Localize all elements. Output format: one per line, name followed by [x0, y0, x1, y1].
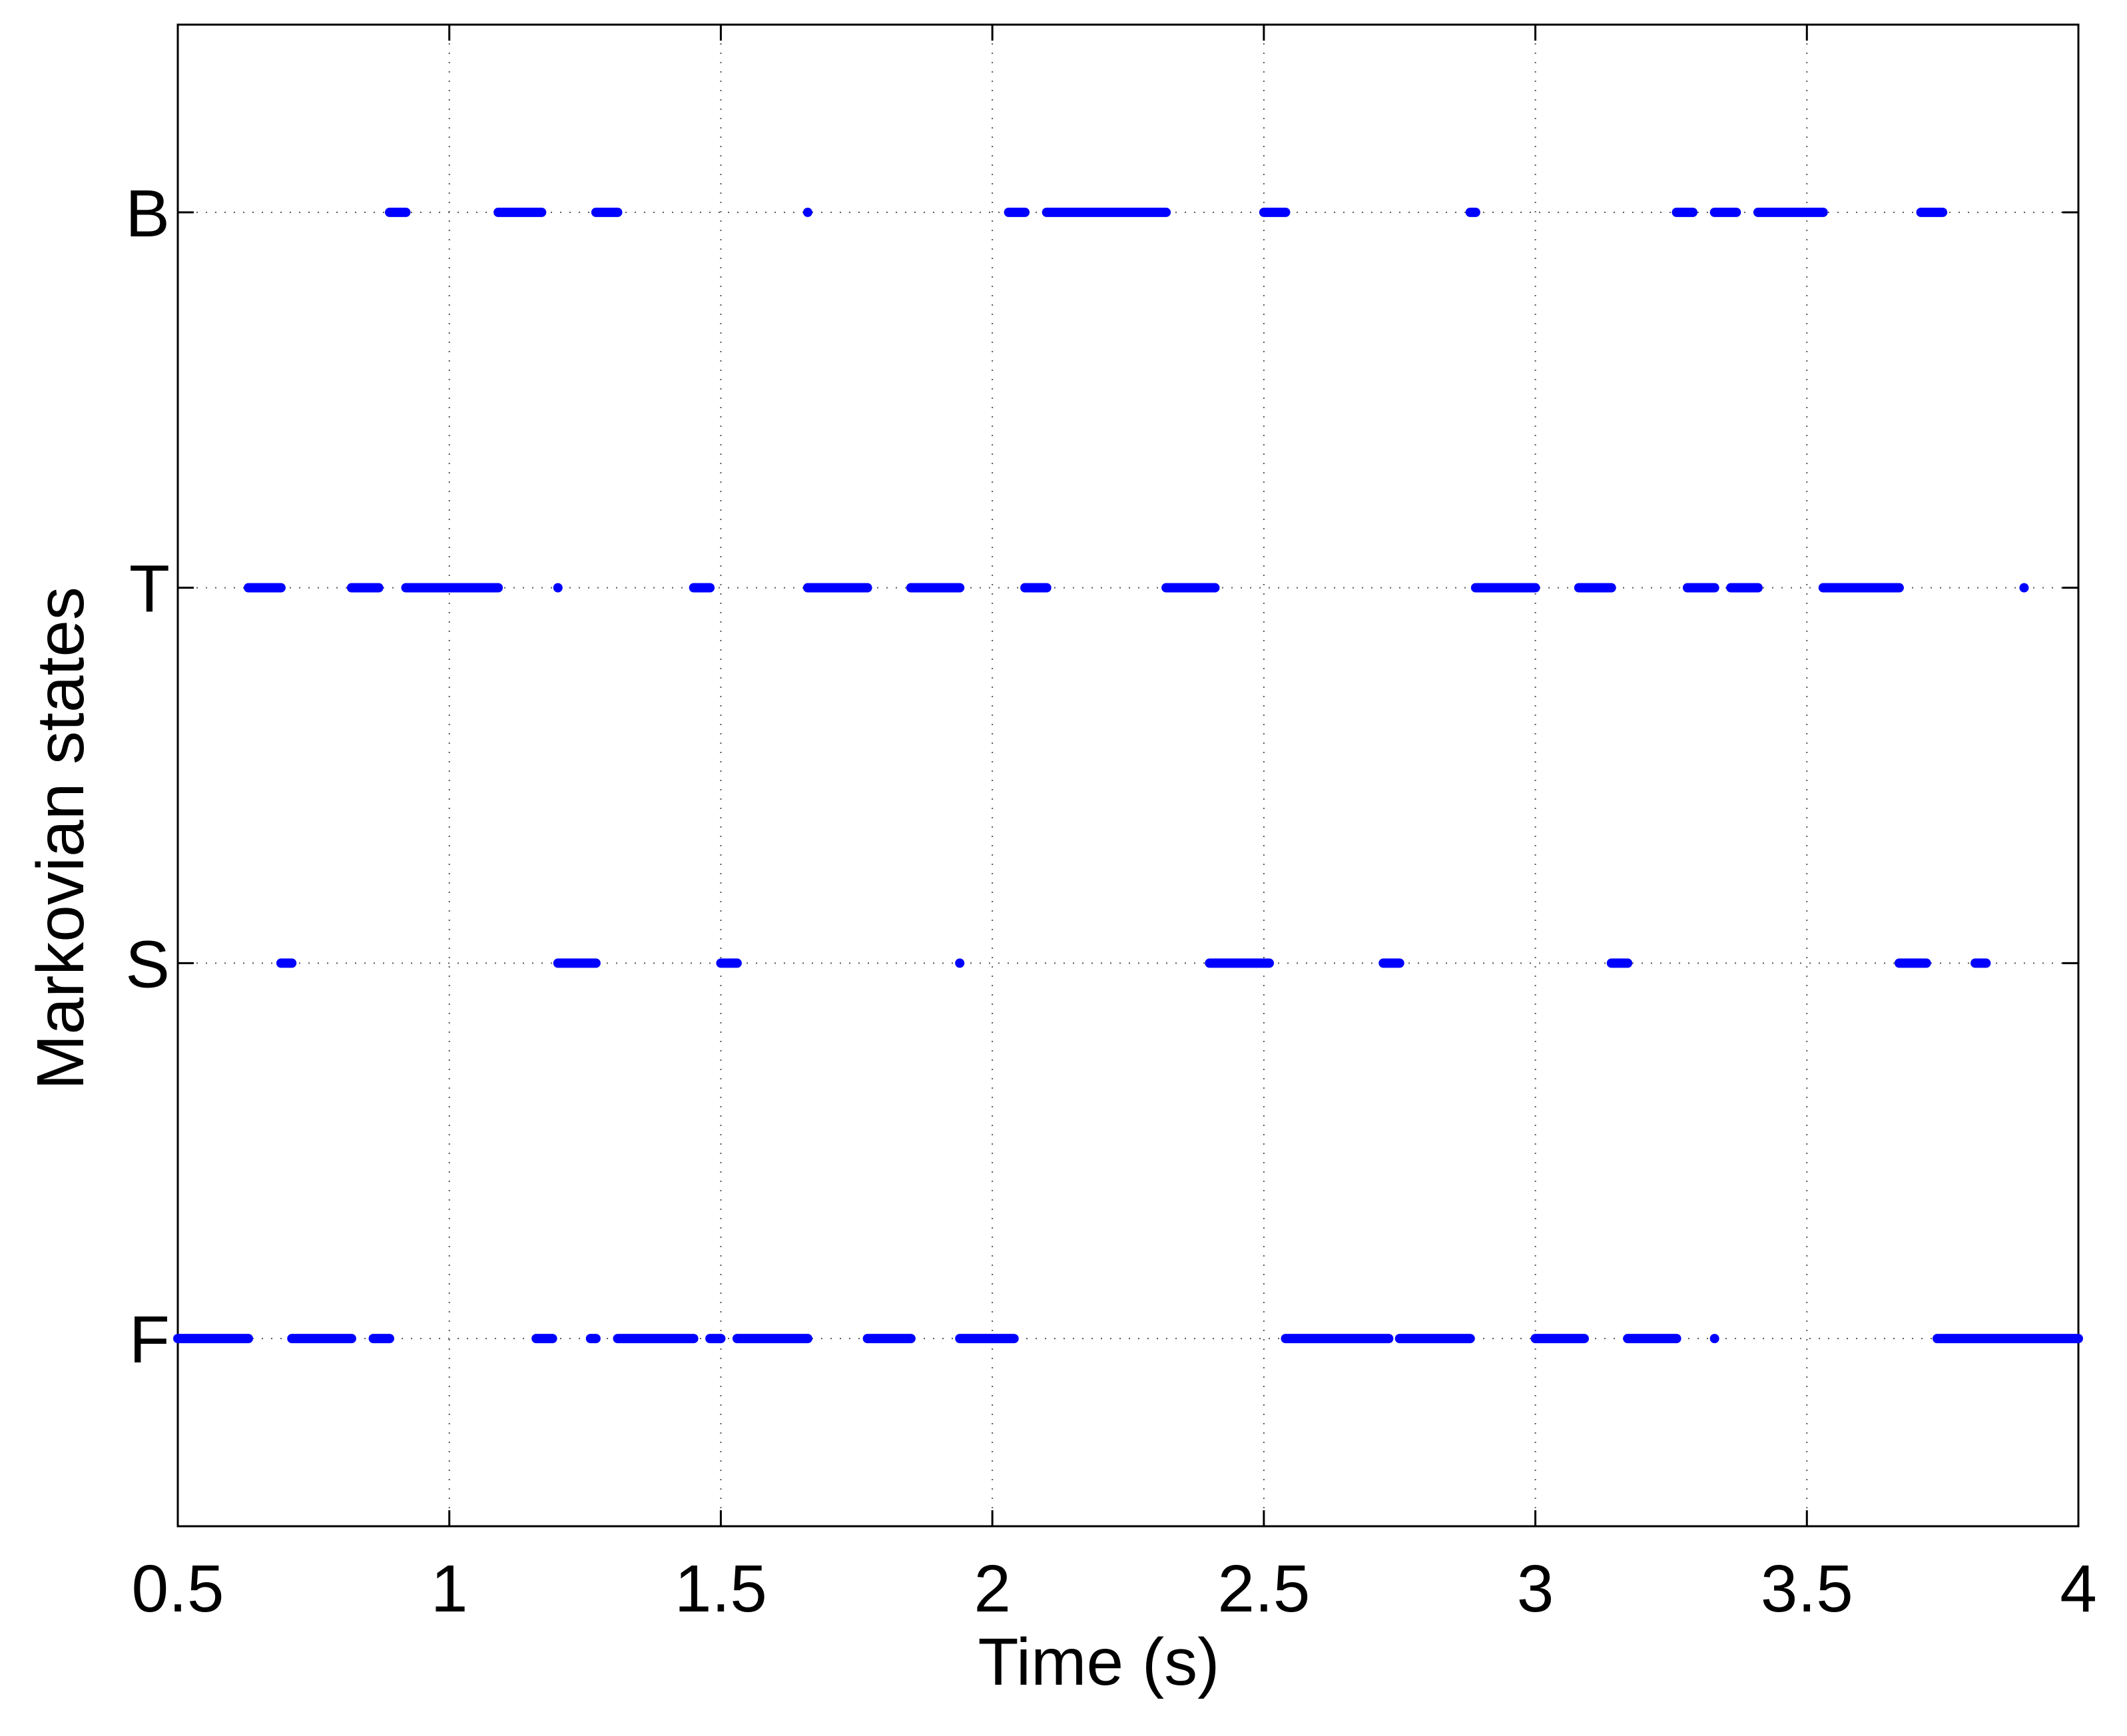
x-tick-label: 2 [974, 1552, 1011, 1626]
y-tick-label: S [125, 927, 170, 1002]
x-tick-label: 1 [431, 1552, 468, 1626]
y-axis-label: Markovian states [23, 587, 98, 1090]
x-tick-label: 2.5 [1217, 1552, 1310, 1626]
y-tick-label: F [129, 1302, 170, 1377]
x-axis-label: Time (s) [978, 1625, 1220, 1699]
plot-frame [176, 23, 2080, 1528]
x-tick-label: 3 [1517, 1552, 1554, 1626]
x-tick-label: 3.5 [1761, 1552, 1853, 1626]
x-tick-label: 0.5 [131, 1552, 224, 1626]
x-tick-label: 4 [2060, 1552, 2097, 1626]
y-tick-label: T [129, 552, 170, 627]
y-tick-label: B [125, 176, 170, 251]
x-tick-label: 1.5 [675, 1552, 767, 1626]
